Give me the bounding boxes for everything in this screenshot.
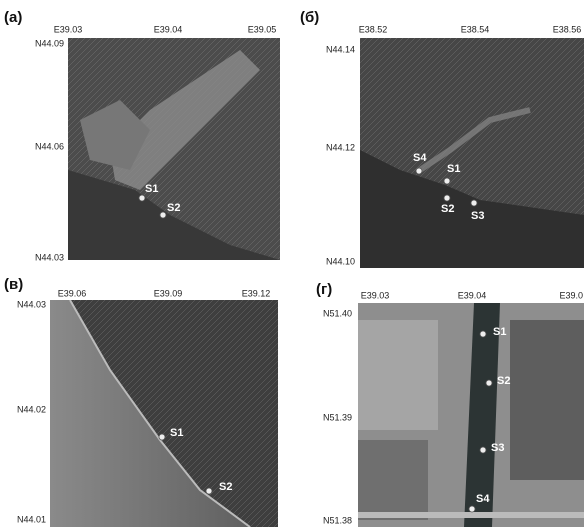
lat-label: N44.06 (35, 141, 64, 151)
station-marker (159, 434, 165, 440)
lat-label: N44.14 (326, 44, 355, 54)
map-image-b (360, 38, 584, 268)
lon-label: E39.09 (154, 288, 183, 298)
station-label: S1 (493, 326, 506, 338)
lat-label: N44.12 (326, 142, 355, 152)
lat-label: N44.02 (17, 404, 46, 414)
lat-label: N51.40 (323, 308, 352, 318)
station-marker (206, 488, 212, 494)
panel-label: (б) (300, 9, 319, 26)
lon-label: E38.52 (359, 24, 388, 34)
station-marker (480, 447, 486, 453)
lon-label: E39.12 (242, 288, 271, 298)
station-label: S2 (167, 202, 180, 214)
station-marker (139, 195, 145, 201)
map-image-d (358, 303, 584, 527)
map-image-c (50, 300, 278, 527)
station-marker (444, 195, 450, 201)
station-label: S4 (476, 493, 490, 505)
lon-label: E39.03 (361, 290, 390, 300)
lat-label: N44.01 (17, 514, 46, 524)
station-marker (416, 168, 422, 174)
lon-label: E39.05 (248, 24, 277, 34)
station-label: S2 (219, 481, 232, 493)
station-label: S2 (441, 203, 454, 215)
panel-label: (в) (4, 276, 23, 293)
lon-label: E38.54 (461, 24, 490, 34)
station-marker (469, 506, 475, 512)
station-label: S1 (170, 427, 183, 439)
lat-label: N44.09 (35, 38, 64, 48)
lat-label: N51.38 (323, 515, 352, 525)
station-label: S1 (145, 183, 158, 195)
station-label: S3 (471, 210, 484, 222)
station-marker (471, 200, 477, 206)
lon-label: E39.0 (559, 290, 583, 300)
lat-label: N44.10 (326, 256, 355, 266)
lon-label: E39.04 (154, 24, 183, 34)
lon-label: E39.03 (54, 24, 83, 34)
lat-label: N51.39 (323, 412, 352, 422)
panel-label: (г) (316, 281, 332, 298)
lon-label: E38.56 (553, 24, 582, 34)
station-label: S1 (447, 163, 460, 175)
lon-label: E39.04 (458, 290, 487, 300)
station-label: S3 (491, 442, 504, 454)
station-label: S4 (413, 152, 427, 164)
lat-label: N44.03 (17, 299, 46, 309)
figure: (а) E39.03 E39.04 E39.05 N44.09 N44.06 N… (0, 0, 584, 527)
map-image-a (68, 38, 280, 260)
station-marker (160, 212, 166, 218)
station-label: S2 (497, 375, 510, 387)
lon-label: E39.06 (58, 288, 87, 298)
station-marker (486, 380, 492, 386)
station-marker (480, 331, 486, 337)
station-marker (444, 178, 450, 184)
panel-label: (а) (4, 9, 22, 26)
lat-label: N44.03 (35, 252, 64, 262)
